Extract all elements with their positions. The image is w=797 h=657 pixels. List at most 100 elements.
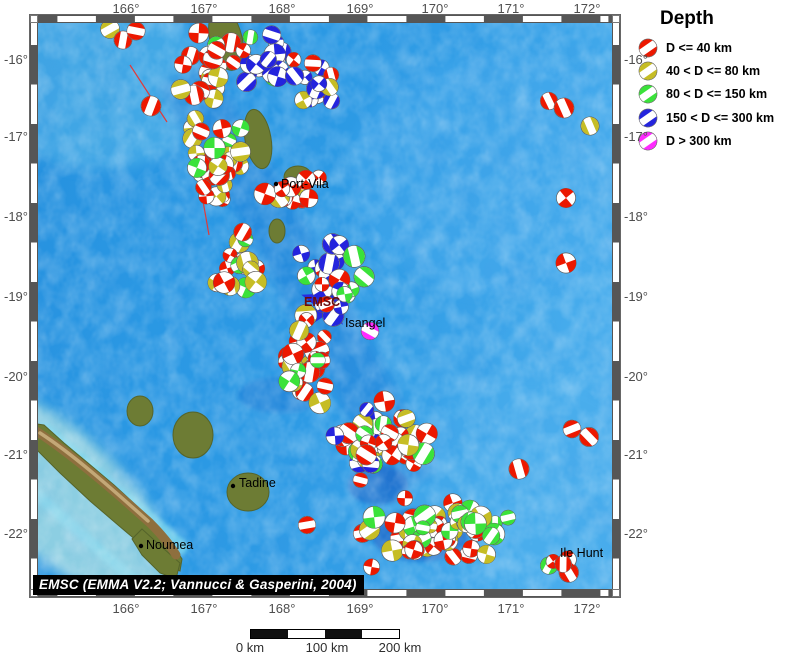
focal-mechanism bbox=[318, 295, 335, 313]
lon-label-top: 170° bbox=[421, 1, 449, 16]
lat-label-right: -20° bbox=[624, 369, 648, 384]
lon-label-bottom: 167° bbox=[190, 601, 218, 616]
focal-mechanism bbox=[281, 342, 304, 366]
focal-mechanism bbox=[638, 108, 658, 128]
place-label: Isangel bbox=[345, 316, 385, 330]
legend-item: D > 300 km bbox=[638, 130, 796, 153]
focal-mechanism bbox=[555, 252, 577, 274]
epicenter-leader-line bbox=[202, 200, 210, 236]
focal-mechanism bbox=[212, 119, 232, 139]
lon-label-top: 168° bbox=[268, 1, 296, 16]
focal-mechanism bbox=[353, 266, 375, 288]
lat-label-left: -20° bbox=[4, 369, 28, 384]
focal-mechanism bbox=[180, 46, 201, 66]
map-frame-right bbox=[612, 15, 620, 597]
focal-mechanism bbox=[236, 71, 257, 93]
map-frame-left bbox=[30, 15, 38, 597]
focal-mechanism bbox=[444, 547, 463, 566]
focal-mechanism bbox=[220, 32, 242, 54]
focal-mechanism bbox=[415, 520, 431, 536]
focal-mechanism bbox=[355, 444, 377, 466]
focal-mechanism bbox=[140, 95, 162, 117]
focal-mechanism bbox=[373, 390, 396, 413]
lat-label-right: -18° bbox=[624, 209, 648, 224]
focal-mechanism bbox=[170, 79, 191, 100]
legend-item: D <= 40 km bbox=[638, 36, 796, 59]
legend-item: 40 < D <= 80 km bbox=[638, 59, 796, 82]
place-label: Ile Hunt bbox=[560, 546, 604, 560]
focal-mechanism bbox=[359, 402, 375, 417]
focal-mechanism bbox=[278, 370, 301, 393]
place-labels: Port-Vila EMSC Isangel Tadine Noumea Ile Hunt bbox=[138, 177, 604, 560]
legend-title: Depth bbox=[660, 8, 714, 29]
focal-mechanism bbox=[579, 427, 599, 447]
place-label: Noumea bbox=[146, 538, 193, 552]
focal-mechanism bbox=[464, 512, 487, 536]
focal-mechanism bbox=[310, 75, 328, 92]
focal-mechanism bbox=[262, 25, 282, 45]
focal-mechanism bbox=[273, 181, 291, 198]
lat-label-right: -22° bbox=[624, 526, 648, 541]
focal-mechanism bbox=[231, 119, 250, 138]
focal-mechanism bbox=[244, 270, 267, 294]
depth-beachball-icon bbox=[638, 61, 658, 81]
focal-mechanism bbox=[297, 515, 317, 535]
focal-mechanism bbox=[113, 30, 133, 50]
focal-mechanism bbox=[553, 97, 575, 119]
lon-label-top: 172° bbox=[573, 1, 601, 16]
depth-beachball-icon bbox=[638, 108, 658, 128]
place-label: Tadine bbox=[239, 476, 276, 490]
lat-label-right: -16° bbox=[624, 52, 648, 67]
lon-label-bottom: 168° bbox=[268, 601, 296, 616]
scale-label: 100 km bbox=[305, 640, 349, 655]
depth-beachball-icon bbox=[638, 38, 658, 58]
focal-mechanism bbox=[404, 540, 423, 559]
scale-bar bbox=[250, 629, 400, 639]
focal-mechanism bbox=[284, 66, 305, 86]
map-area: Port-Vila EMSC Isangel Tadine Noumea Ile Hunt bbox=[29, 14, 621, 598]
lat-label-left: -21° bbox=[4, 447, 28, 462]
lat-label-right: -19° bbox=[624, 289, 648, 304]
focal-mechanism bbox=[187, 157, 207, 178]
map-frame-top bbox=[30, 15, 620, 23]
focal-mechanism bbox=[267, 66, 289, 87]
lon-label-bottom: 171° bbox=[497, 601, 525, 616]
scale-label: 200 km bbox=[378, 640, 422, 655]
focal-mechanism bbox=[253, 182, 277, 206]
focal-mechanism bbox=[314, 276, 330, 292]
focal-mechanism bbox=[545, 553, 561, 569]
legend-item-label: D <= 40 km bbox=[666, 40, 733, 55]
lon-label-top: 169° bbox=[346, 1, 374, 16]
lat-label-left: -18° bbox=[4, 209, 28, 224]
focal-mechanism bbox=[192, 122, 211, 141]
scale-label: 0 km bbox=[235, 640, 265, 655]
legend-item-label: 150 < D <= 300 km bbox=[666, 110, 775, 125]
focal-mechanism bbox=[212, 271, 236, 294]
legend-rows: D <= 40 km 40 < D <= 80 km 80 < D <= 150 k… bbox=[638, 36, 796, 153]
map-credit-caption: EMSC (EMMA V2.2; Vannucci & Gasperini, 2… bbox=[33, 575, 364, 595]
map-scene: Port-Vila EMSC Isangel Tadine Noumea Ile Hunt bbox=[30, 15, 620, 597]
focal-mechanism bbox=[363, 558, 381, 576]
focal-mechanism bbox=[304, 54, 322, 73]
focal-mechanism bbox=[396, 490, 413, 507]
focal-mechanism bbox=[299, 188, 319, 208]
lat-label-left: -22° bbox=[4, 526, 28, 541]
frame-corner bbox=[612, 15, 620, 23]
focal-mechanism bbox=[292, 244, 311, 263]
focal-mechanism bbox=[482, 526, 501, 545]
focal-mechanism bbox=[235, 42, 252, 59]
depth-legend: Depth D <= 40 km 40 < D <= 80 km 80 < D <=… bbox=[638, 8, 796, 153]
legend-item: 80 < D <= 150 km bbox=[638, 83, 796, 106]
focal-mechanism bbox=[342, 245, 366, 268]
focal-mechanism bbox=[325, 426, 345, 446]
focal-mechanism bbox=[638, 131, 658, 151]
legend-item-label: D > 300 km bbox=[666, 134, 732, 149]
focal-mechanism bbox=[317, 329, 332, 345]
focal-mechanism bbox=[374, 433, 393, 452]
focal-mechanism bbox=[207, 40, 226, 60]
frame-corner bbox=[612, 589, 620, 597]
focal-mechanism bbox=[316, 377, 334, 395]
lat-label-left: -19° bbox=[4, 289, 28, 304]
focal-mechanism bbox=[397, 434, 420, 456]
